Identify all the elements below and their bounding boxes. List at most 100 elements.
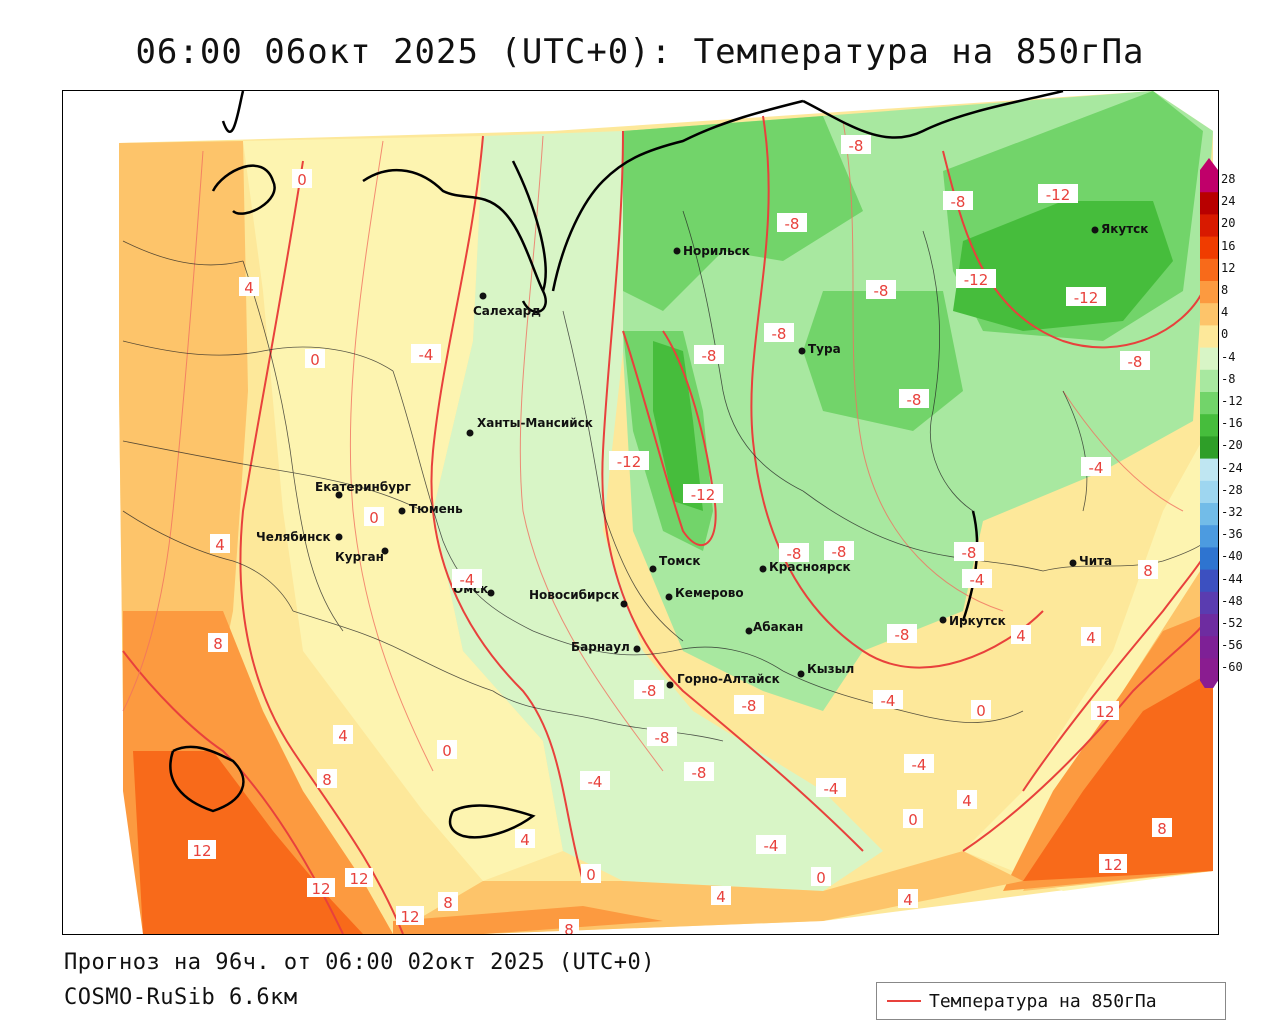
city-label-gorno-altaysk: Горно-Алтайск xyxy=(677,672,780,686)
isotherm-label: 4 xyxy=(903,891,913,909)
isotherm-label: -8 xyxy=(772,325,787,343)
isotherm-label: -8 xyxy=(951,193,966,211)
city-label-barnaul: Барнаул xyxy=(571,640,630,654)
isotherm-label: -4 xyxy=(912,756,927,774)
colorbar-segment xyxy=(1200,547,1218,571)
city-label-tyumen: Тюмень xyxy=(409,502,463,516)
isotherm-label: -12 xyxy=(964,271,989,289)
colorbar-tick-label: 4 xyxy=(1221,305,1229,320)
isotherm-label: -8 xyxy=(787,545,802,563)
colorbar-segment xyxy=(1200,458,1218,482)
colorbar-tick-label: 20 xyxy=(1221,216,1236,231)
map-frame: Норильск Якутск Салехард Тура Ханты-Манс… xyxy=(62,90,1219,935)
colorbar-tick-label: 8 xyxy=(1221,283,1229,297)
isotherm-label: -12 xyxy=(617,453,642,471)
colorbar-segment xyxy=(1200,414,1218,437)
isotherm-label: 8 xyxy=(1143,562,1153,580)
isotherm-label: 0 xyxy=(976,702,986,720)
city-labels: Норильск Якутск Салехард Тура Ханты-Манс… xyxy=(256,222,1148,686)
colorbar-tick-label: 24 xyxy=(1221,194,1236,209)
model-name: COSMO-RuSib 6.6км xyxy=(64,985,298,1010)
colorbar-tick-label: -4 xyxy=(1221,349,1236,364)
map-legend: Температура на 850гПа xyxy=(876,982,1226,1020)
isotherm-label: 4 xyxy=(1016,627,1026,645)
city-label-salekhard: Салехард xyxy=(473,304,541,318)
colorbar-tick-label: -20 xyxy=(1221,438,1243,453)
isotherm-label: 4 xyxy=(215,536,225,554)
isotherm-label: -8 xyxy=(962,544,977,562)
isotherm-label: 8 xyxy=(1157,820,1167,838)
colorbar-segment xyxy=(1200,503,1218,526)
colorbar-segment xyxy=(1200,636,1218,659)
colorbar-tick-label: 12 xyxy=(1221,260,1236,275)
city-label-novosibirsk: Новосибирск xyxy=(529,588,619,602)
colorbar-tick-label: -24 xyxy=(1221,460,1243,475)
colorbar-tick-label: -12 xyxy=(1221,394,1243,408)
city-label-tura: Тура xyxy=(808,342,841,356)
isotherm-label: 12 xyxy=(349,870,368,888)
city-label-ekaterinburg: Екатеринбург xyxy=(315,480,411,494)
city-label-krasnoyarsk: Красноярск xyxy=(769,560,851,574)
city-label-kyzyl: Кызыл xyxy=(807,662,854,676)
colorbar-tick-label: -36 xyxy=(1221,527,1243,542)
colorbar-top-arrow xyxy=(1200,158,1218,170)
isotherm-label: 12 xyxy=(192,842,211,860)
city-label-khanty-mansiysk: Ханты-Мансийск xyxy=(477,416,593,430)
isotherm-label: -8 xyxy=(1128,353,1143,371)
isotherm-label: -8 xyxy=(742,697,757,715)
colorbar-tick-label: -32 xyxy=(1221,505,1243,519)
isotherm-label: -12 xyxy=(691,486,716,504)
isotherm-label: 0 xyxy=(442,742,452,760)
isotherm-label: 0 xyxy=(816,869,826,887)
isotherm-label: 12 xyxy=(400,908,419,926)
isotherm-label: -8 xyxy=(655,729,670,747)
colorbar-segment xyxy=(1200,303,1218,326)
colorbar-tick-label: -40 xyxy=(1221,549,1243,564)
isotherm-label: 4 xyxy=(338,727,348,745)
isotherm-label: 4 xyxy=(962,792,972,810)
isotherm-label: 4 xyxy=(520,831,530,849)
isotherm-label: -4 xyxy=(881,692,896,710)
isotherm-label: -4 xyxy=(460,571,475,589)
colorbar-segment xyxy=(1200,658,1218,682)
isotherm-label: -8 xyxy=(907,391,922,409)
isotherm-label: -8 xyxy=(692,764,707,782)
colorbar-segment xyxy=(1200,170,1218,193)
isotherm-label: 0 xyxy=(297,171,307,189)
isotherm-label: -4 xyxy=(1089,459,1104,477)
colorbar-tick-label: -52 xyxy=(1221,616,1243,630)
city-label-chelyabinsk: Челябинск xyxy=(256,530,331,544)
admin-borders xyxy=(122,210,1214,742)
isotherm-label: 0 xyxy=(908,811,918,829)
colorbar-tick-label: -44 xyxy=(1221,571,1243,586)
isotherm-label: -8 xyxy=(702,347,717,365)
colorbar-tick-label: -48 xyxy=(1221,593,1243,608)
city-label-abakan: Абакан xyxy=(753,620,803,634)
colorbar-tick-label: 16 xyxy=(1221,238,1236,253)
isotherm-label: 0 xyxy=(586,866,596,884)
forecast-info: Прогноз на 96ч. от 06:00 02окт 2025 (UTC… xyxy=(64,950,656,975)
isotherm-label: 8 xyxy=(322,771,332,789)
isotherm-label: -8 xyxy=(874,282,889,300)
temperature-map: Норильск Якутск Салехард Тура Ханты-Манс… xyxy=(63,91,1218,934)
isotherm-label: -4 xyxy=(419,346,434,364)
isotherm-label: 4 xyxy=(244,279,254,297)
colorbar-segment xyxy=(1200,525,1218,548)
isotherm-label: 0 xyxy=(310,351,320,369)
colorbar-segment xyxy=(1200,614,1218,637)
isotherm-label: 12 xyxy=(311,880,330,898)
colorbar-segment xyxy=(1200,569,1218,593)
isotherm-label: 8 xyxy=(443,894,453,912)
isotherm-label: -8 xyxy=(849,137,864,155)
isotherm-label: -4 xyxy=(764,837,779,855)
isotherm-label: -8 xyxy=(895,626,910,644)
isotherm-label: 0 xyxy=(369,509,379,527)
legend-label: Температура на 850гПа xyxy=(929,990,1157,1012)
isotherm-label: 12 xyxy=(1095,703,1114,721)
city-label-irkutsk: Иркутск xyxy=(949,614,1006,628)
colorbar-tick-label: 0 xyxy=(1221,327,1229,342)
colorbar-segment xyxy=(1200,591,1218,615)
colorbar-segment xyxy=(1200,192,1218,215)
isotherm-label: -8 xyxy=(785,215,800,233)
isotherm-label: -12 xyxy=(1046,186,1071,204)
